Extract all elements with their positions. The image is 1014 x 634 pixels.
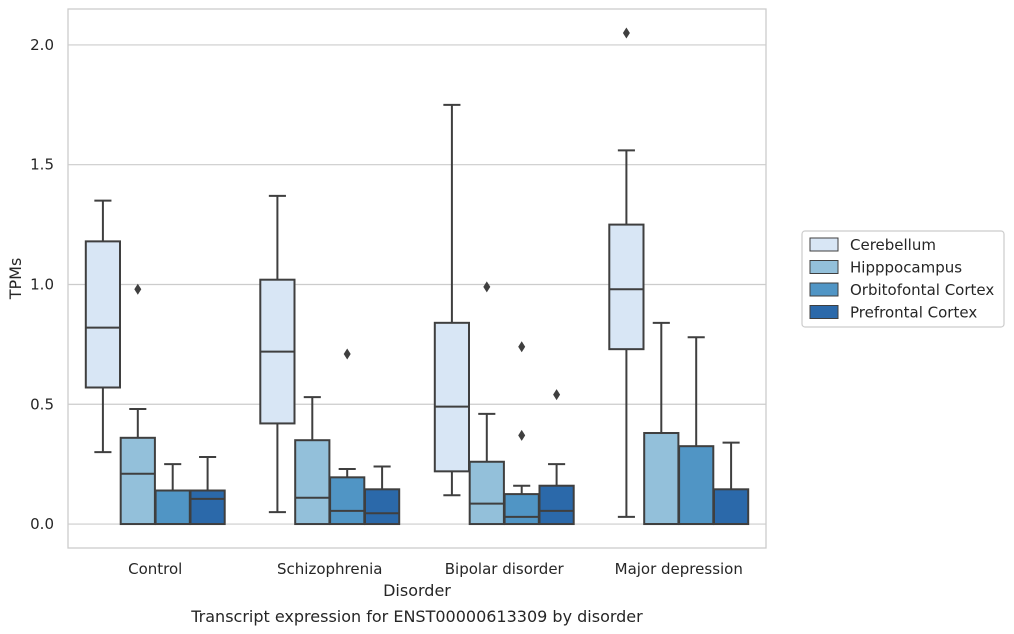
box-2-3	[468, 281, 505, 526]
box-body	[608, 223, 645, 351]
box-body	[678, 445, 715, 526]
box-1-3	[433, 103, 471, 497]
legend-swatch	[809, 260, 839, 274]
box-4-3	[538, 389, 575, 526]
box-body	[119, 436, 156, 526]
legend-swatch	[809, 305, 839, 319]
outlier-point	[483, 281, 491, 293]
x-axis-ticks: Control Schizophrenia Bipolar disorder Majo…	[128, 560, 743, 578]
chart-caption: Transcript expression for ENST0000061330…	[190, 607, 643, 626]
box-2-4	[643, 321, 680, 526]
outlier-point	[622, 27, 630, 39]
box-4-2	[363, 465, 401, 526]
box-body	[329, 476, 366, 526]
x-axis-label: Disorder	[383, 581, 451, 600]
x-tick-label: Schizophrenia	[277, 560, 382, 578]
legend-swatch	[809, 237, 839, 252]
box-body	[363, 488, 401, 526]
box-body	[503, 493, 540, 526]
x-tick-label: Major depression	[615, 560, 743, 578]
legend-label: Cerebellum	[850, 236, 936, 254]
box-series	[84, 27, 750, 526]
legend-label: Orbitofontal Cortex	[850, 281, 994, 299]
outlier-point	[553, 389, 561, 401]
box-body	[538, 484, 575, 526]
box-2-2	[294, 396, 331, 526]
legend-label: Prefrontal Cortex	[850, 304, 977, 322]
legend-box	[801, 230, 1005, 328]
box-body	[84, 240, 122, 389]
y-axis-ticks: 0.0 0.5 1.0 1.5 2.0	[30, 36, 54, 533]
y-tick-label: 2.0	[30, 36, 54, 54]
box-3-1	[154, 463, 191, 526]
box-body	[712, 488, 750, 526]
y-tick-label: 1.5	[30, 156, 54, 174]
y-tick-label: 0.5	[30, 395, 54, 413]
box-1-1	[84, 199, 122, 454]
box-3-4	[678, 336, 715, 526]
box-3-3	[503, 341, 540, 526]
outlier-point	[134, 283, 142, 295]
y-tick-label: 0.0	[30, 515, 54, 533]
box-body	[154, 489, 191, 526]
x-tick-label: Control	[128, 560, 182, 578]
y-tick-label: 1.0	[30, 275, 54, 293]
outlier-point	[343, 348, 351, 360]
box-body	[468, 460, 505, 526]
box-body	[294, 439, 331, 526]
box-4-1	[189, 455, 226, 526]
box-2-1	[119, 283, 156, 526]
box-4-4	[712, 441, 750, 526]
outlier-point	[518, 341, 526, 353]
box-body	[433, 321, 471, 473]
box-3-2	[329, 348, 366, 526]
box-1-2	[259, 194, 296, 514]
legend-label: Hipppocampus	[850, 259, 962, 277]
box-body	[643, 432, 680, 526]
legend-swatch	[809, 282, 839, 297]
box-1-4	[608, 27, 645, 518]
legend: Cerebellum Hipppocampus Orbitofontal Corte…	[801, 230, 1005, 328]
box-body	[189, 489, 226, 526]
outlier-point	[518, 429, 526, 441]
plot-area-frame	[67, 8, 767, 549]
y-axis-label: TPMs	[6, 258, 25, 301]
x-tick-label: Bipolar disorder	[445, 560, 565, 578]
